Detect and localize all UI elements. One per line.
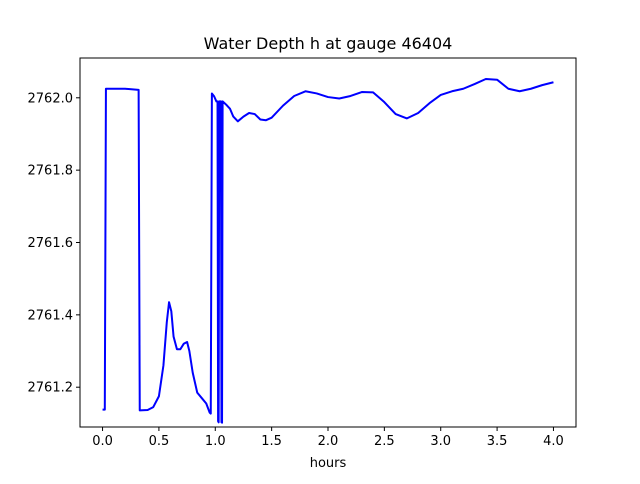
x-tick-label: 2.5: [374, 434, 395, 449]
y-tick-label: 2762.0: [28, 91, 74, 106]
y-tick-label: 2761.4: [28, 308, 74, 323]
x-tick-label: 3.5: [487, 434, 508, 449]
x-axis: 0.0 0.5 1.0 1.5 2.0 2.5 3.0 3.5 4.0: [92, 427, 564, 449]
x-tick-label: 3.0: [430, 434, 451, 449]
x-axis-label: hours: [310, 456, 347, 471]
x-tick-label: 0.0: [92, 434, 113, 449]
y-tick-label: 2761.8: [28, 164, 74, 179]
y-tick-label: 2761.2: [28, 381, 74, 396]
series-line: [102, 77, 554, 424]
y-tick-label: 2761.6: [28, 236, 74, 251]
y-axis: 2761.2 2761.4 2761.6 2761.8 2762.0: [28, 91, 80, 396]
x-tick-label: 1.5: [261, 434, 282, 449]
x-tick-label: 0.5: [149, 434, 170, 449]
x-tick-label: 4.0: [543, 434, 564, 449]
x-tick-label: 1.0: [205, 434, 226, 449]
chart-title: Water Depth h at gauge 46404: [204, 34, 453, 53]
x-tick-label: 2.0: [318, 434, 339, 449]
